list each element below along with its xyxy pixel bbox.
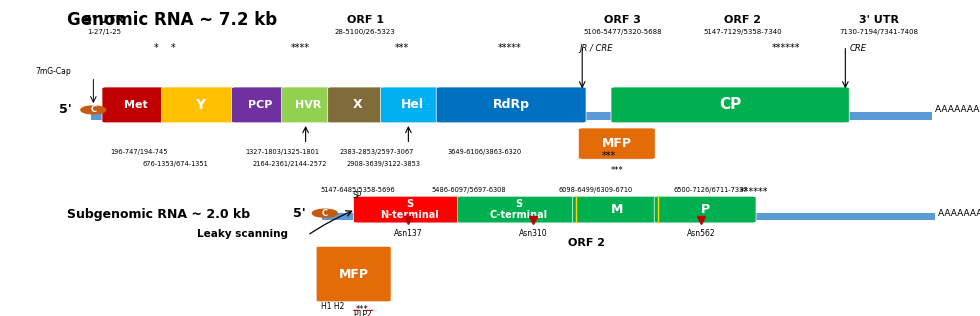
Text: S
C-terminal: S C-terminal: [490, 199, 548, 220]
Text: Hel: Hel: [401, 98, 423, 112]
Text: SP: SP: [353, 191, 363, 200]
Text: 196-747/194-745: 196-747/194-745: [111, 149, 169, 155]
FancyBboxPatch shape: [458, 196, 580, 223]
FancyBboxPatch shape: [655, 196, 756, 223]
FancyBboxPatch shape: [102, 87, 170, 123]
FancyBboxPatch shape: [436, 87, 586, 123]
Text: 5147-6485/5358-5696: 5147-6485/5358-5696: [320, 187, 395, 193]
Text: MFP: MFP: [602, 137, 632, 150]
Text: ***: ***: [356, 305, 368, 314]
Text: JR / CRE: JR / CRE: [579, 44, 612, 53]
Text: 676-1353/674-1351: 676-1353/674-1351: [142, 161, 208, 167]
Text: H1 H2: H1 H2: [321, 302, 344, 311]
Text: 3' UTR: 3' UTR: [858, 15, 899, 25]
Text: CRE: CRE: [850, 44, 866, 53]
Text: Asn562: Asn562: [687, 229, 715, 238]
Text: AAAAAAAAAAAAAA  3': AAAAAAAAAAAAAA 3': [938, 209, 980, 218]
Text: 6500-7126/6711-7337: 6500-7126/6711-7337: [673, 187, 748, 193]
Text: C: C: [90, 106, 96, 114]
Text: ORF 1: ORF 1: [347, 15, 383, 25]
Text: 2908-3639/3122-3853: 2908-3639/3122-3853: [346, 161, 420, 167]
Text: ***: ***: [611, 166, 623, 174]
Text: ***: ***: [602, 151, 616, 161]
Text: 2383-2853/2597-3067: 2383-2853/2597-3067: [339, 149, 414, 155]
Text: Met: Met: [123, 100, 147, 110]
Text: 2164-2361/2144-2572: 2164-2361/2144-2572: [252, 161, 326, 167]
FancyBboxPatch shape: [162, 87, 239, 123]
Text: RdRp: RdRp: [493, 98, 529, 112]
Text: M: M: [612, 203, 623, 216]
Text: 5': 5': [293, 207, 306, 220]
FancyBboxPatch shape: [281, 87, 335, 123]
Text: P: P: [701, 203, 710, 216]
Text: Subgenomic RNA ~ 2.0 kb: Subgenomic RNA ~ 2.0 kb: [68, 208, 251, 221]
Text: ORF 2: ORF 2: [724, 15, 761, 25]
Text: P1P2: P1P2: [353, 310, 371, 316]
Text: 5486-6097/5697-6308: 5486-6097/5697-6308: [431, 187, 507, 193]
Circle shape: [313, 209, 337, 217]
Circle shape: [81, 106, 106, 114]
Text: 5106-5477/5320-5688: 5106-5477/5320-5688: [583, 29, 662, 35]
FancyBboxPatch shape: [572, 196, 662, 223]
Text: S
N-terminal: S N-terminal: [380, 199, 439, 220]
Text: ORF 3: ORF 3: [604, 15, 641, 25]
FancyBboxPatch shape: [578, 128, 656, 159]
Bar: [91, 112, 932, 120]
FancyBboxPatch shape: [327, 87, 388, 123]
Text: PCP: PCP: [248, 100, 272, 110]
Text: ORF 2: ORF 2: [567, 238, 605, 248]
Bar: [321, 213, 935, 220]
Text: MFP: MFP: [339, 268, 368, 281]
Text: 7130-7194/7341-7408: 7130-7194/7341-7408: [840, 29, 918, 35]
Text: Genomic RNA ~ 7.2 kb: Genomic RNA ~ 7.2 kb: [68, 11, 277, 29]
FancyBboxPatch shape: [354, 196, 465, 223]
FancyBboxPatch shape: [380, 87, 444, 123]
Text: *: *: [171, 43, 175, 53]
Text: *: *: [154, 43, 158, 53]
Text: ******: ******: [740, 187, 768, 198]
Text: 28-5100/26-5323: 28-5100/26-5323: [335, 29, 396, 35]
Text: 5147-7129/5358-7340: 5147-7129/5358-7340: [704, 29, 782, 35]
Text: ******: ******: [771, 43, 800, 53]
Text: 5': 5': [60, 103, 73, 116]
Text: 1-27/1-25: 1-27/1-25: [87, 29, 121, 35]
Text: CP: CP: [719, 97, 741, 112]
Text: Y: Y: [195, 98, 206, 112]
Text: ***: ***: [395, 43, 409, 53]
Text: C: C: [321, 209, 328, 218]
Text: 6098-6499/6309-6710: 6098-6499/6309-6710: [559, 187, 633, 193]
Text: AAAAAAAAAAAAAA  3': AAAAAAAAAAAAAA 3': [935, 106, 980, 114]
Text: Asn310: Asn310: [518, 229, 548, 238]
FancyBboxPatch shape: [317, 246, 391, 302]
Text: X: X: [353, 98, 363, 112]
Text: Asn137: Asn137: [394, 229, 422, 238]
FancyBboxPatch shape: [231, 87, 289, 123]
Text: 7mG-Cap: 7mG-Cap: [35, 67, 71, 76]
Text: 5' UTR: 5' UTR: [84, 15, 123, 25]
FancyBboxPatch shape: [611, 87, 850, 123]
Text: 3649-6106/3863-6320: 3649-6106/3863-6320: [447, 149, 521, 155]
Text: Leaky scanning: Leaky scanning: [197, 229, 288, 239]
Text: ****: ****: [290, 43, 310, 53]
Text: *****: *****: [497, 43, 521, 53]
Text: HVR: HVR: [295, 100, 321, 110]
Text: 1327-1803/1325-1801: 1327-1803/1325-1801: [246, 149, 319, 155]
